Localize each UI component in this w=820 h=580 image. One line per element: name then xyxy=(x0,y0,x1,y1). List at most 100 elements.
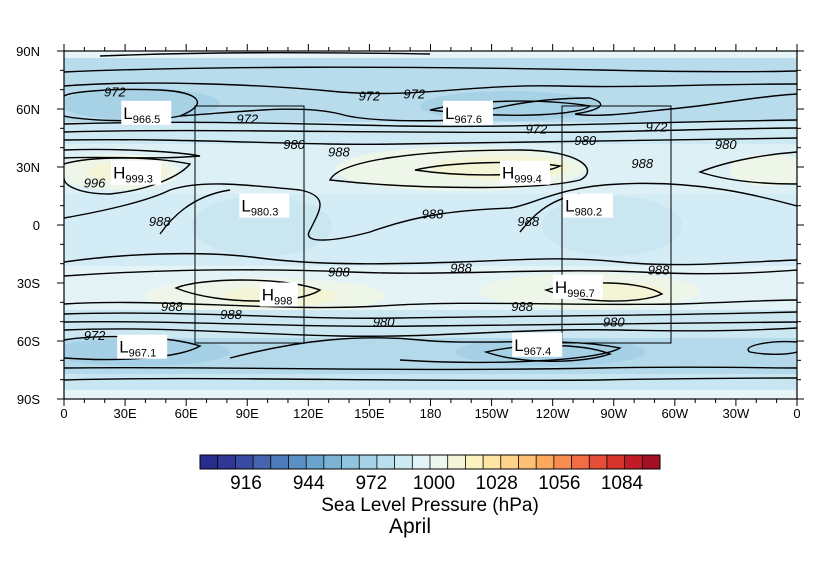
colorbar-swatch xyxy=(430,455,448,469)
contour-line xyxy=(64,82,797,95)
contour-line xyxy=(328,149,589,189)
pressure-center-value: 998 xyxy=(274,296,292,308)
y-tick-label: 30S xyxy=(17,276,40,291)
midlat-band-north xyxy=(64,122,797,144)
colorbar-swatch xyxy=(571,455,590,469)
contour-line xyxy=(64,182,797,241)
contour-label: 988 xyxy=(328,264,350,279)
colorbar-swatch xyxy=(606,455,625,469)
contour-line xyxy=(64,335,202,361)
contour-line xyxy=(697,151,797,185)
x-tick-label: 150E xyxy=(354,406,385,421)
contour-label: 972 xyxy=(646,119,668,134)
x-tick-label: 150W xyxy=(475,406,510,421)
center-label-bg xyxy=(499,160,550,185)
contour-label: 980 xyxy=(603,315,625,330)
colorbar-swatch xyxy=(359,455,378,469)
low-region-tropical-w xyxy=(192,196,332,256)
colorbar-title: Sea Level Pressure (hPa) xyxy=(321,495,539,516)
contour-line xyxy=(64,66,797,73)
region-boxes xyxy=(194,105,672,344)
contour-line xyxy=(64,127,797,134)
contour-line xyxy=(99,51,431,57)
center-label-bg xyxy=(563,193,614,218)
contour-line xyxy=(64,148,201,159)
contour-line xyxy=(64,327,797,337)
colorbar-tick-label: 944 xyxy=(293,473,325,494)
colorbar-tick-label: 1084 xyxy=(601,473,644,494)
antarctic-band xyxy=(64,374,797,390)
contour-label: 972 xyxy=(84,328,106,343)
contour-label: 988 xyxy=(328,145,350,160)
contour-labels: 972 972 972 972 972 972 980 980 980 980 980 988 988 9… xyxy=(84,85,738,344)
colorbar-swatch xyxy=(394,455,413,469)
colorbar-swatch xyxy=(500,455,519,469)
high-region-east-edge xyxy=(730,154,797,186)
x-tick-label: 90W xyxy=(600,406,627,421)
x-tick-label: 30W xyxy=(723,406,750,421)
colorbar-tick-label: 1028 xyxy=(476,473,518,494)
contour-line xyxy=(64,137,797,146)
colorbar-swatch xyxy=(536,455,555,469)
center-label-bg xyxy=(121,100,172,125)
x-tick-label: 180 xyxy=(420,406,442,421)
colorbar-labels: 916 944 972 1000 1028 1056 1084 xyxy=(230,473,643,494)
contour-label: 988 xyxy=(220,307,242,322)
contour-line xyxy=(64,366,797,371)
colorbar-swatch xyxy=(253,455,272,469)
contour-label: 980 xyxy=(283,137,305,152)
contour-label: 980 xyxy=(373,315,395,330)
colorbar-tick-label: 1056 xyxy=(538,473,580,494)
y-tick-label: 90N xyxy=(16,44,40,59)
contour-label: 988 xyxy=(149,214,171,229)
center-label-bg xyxy=(442,100,493,125)
contour-line xyxy=(64,269,797,277)
center-label-bg xyxy=(552,274,603,299)
contour-label: 980 xyxy=(715,137,737,152)
colorbar-swatch xyxy=(589,455,608,469)
colorbar-swatch xyxy=(447,455,466,469)
center-label-bg xyxy=(117,334,168,359)
colorbar xyxy=(199,454,661,470)
contour-label: 988 xyxy=(648,262,670,277)
colorbar-swatch xyxy=(483,455,502,469)
colorbar-swatch xyxy=(200,455,218,469)
y-tick-label: 60N xyxy=(16,102,40,117)
x-tick-label: 0 xyxy=(60,406,67,421)
y-tick-label: 30N xyxy=(16,160,40,175)
colorbar-tick-label: 972 xyxy=(355,473,387,494)
colorbar-swatch xyxy=(341,455,360,469)
contour-label: 972 xyxy=(526,121,548,136)
colorbar-swatch xyxy=(412,455,431,469)
colorbar-frame xyxy=(199,454,661,470)
colorbar-swatch xyxy=(376,455,395,469)
y-tick-label: 60S xyxy=(17,334,40,349)
contour-label: 972 xyxy=(104,85,126,100)
contour-line xyxy=(414,161,563,176)
pressure-center-value: 967.4 xyxy=(524,346,552,358)
contour-label: 972 xyxy=(236,112,258,127)
contour-label: 980 xyxy=(574,133,596,148)
tropical-band xyxy=(64,194,797,266)
contour-line xyxy=(64,320,797,328)
colorbar-swatch xyxy=(624,455,643,469)
colorbar-swatch xyxy=(465,455,484,469)
pressure-center-value: 967.1 xyxy=(129,348,157,360)
contour-label: 972 xyxy=(359,88,381,103)
region-box-west xyxy=(194,105,305,344)
colorbar-swatch xyxy=(306,455,325,469)
center-label-bg xyxy=(239,193,290,218)
contour-line xyxy=(747,340,797,355)
contour-label: 988 xyxy=(517,214,539,229)
contour-line xyxy=(174,279,322,302)
center-label-bg xyxy=(512,332,563,357)
center-label-bg xyxy=(259,282,298,307)
x-tick-label: 0 xyxy=(793,406,800,421)
contour-label: 988 xyxy=(511,299,533,314)
contour-label: 996 xyxy=(84,175,106,190)
colorbar-swatch xyxy=(235,455,254,469)
colorbar-swatch xyxy=(642,455,661,469)
pressure-center-value: 966.5 xyxy=(133,114,161,126)
